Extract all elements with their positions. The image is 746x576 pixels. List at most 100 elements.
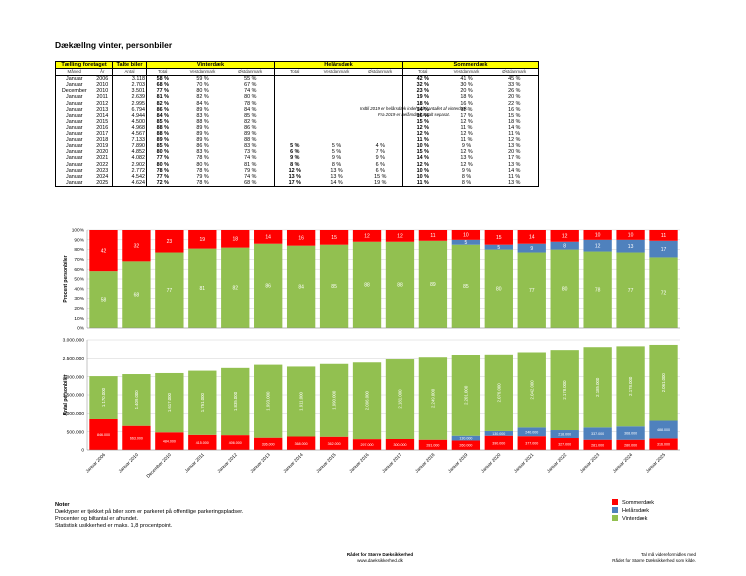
table-cell: 89 %	[196, 137, 209, 144]
bar-value-label: 11	[430, 233, 435, 239]
table-row: Januar 2012 2.995 82 % 84 % 78 % 18 % 16 % 22 %	[55, 100, 539, 107]
table-cell: 80 %	[146, 149, 179, 156]
table-cell: 68 %	[226, 179, 275, 187]
bar-value-label: 377.000	[525, 442, 538, 446]
bar-sommerdæk	[319, 436, 349, 450]
table-cell: 8 %	[331, 161, 342, 168]
table-cell: 26 %	[490, 88, 539, 95]
bar-sommerdæk	[254, 230, 283, 244]
bar-value-label: 2.076.000	[496, 383, 501, 403]
table-cell: 85 %	[146, 143, 179, 150]
bar-value-label: 415.000	[196, 441, 209, 445]
bar-value-label: 2.185.000	[595, 377, 600, 397]
table-cell: 13 %	[274, 173, 315, 180]
bar-value-label: 1.993.000	[266, 391, 271, 411]
table-cell: 89 %	[196, 131, 209, 138]
table-cell: 2.639	[112, 94, 147, 101]
table-cell: 5 %	[331, 143, 342, 150]
bar-vinterdæk	[319, 363, 349, 437]
y-tick-label: 90%	[74, 237, 84, 243]
bar-vinterdæk	[89, 271, 118, 328]
bar-value-label: 337.000	[591, 432, 604, 436]
table-cell: 6.794	[112, 106, 147, 113]
bar-vinterdæk	[517, 252, 546, 328]
table-cell: 14 %	[402, 106, 443, 113]
bar-sommerdæk	[649, 438, 678, 450]
bar-value-label: 2.249.000	[430, 388, 435, 408]
bar-helårsdæk	[517, 427, 546, 437]
footer-note: Tal må videreformidles med	[640, 552, 696, 557]
table-cell: 13 %	[330, 167, 343, 174]
table-cell: 2024	[96, 173, 109, 180]
table-cell: 88 %	[196, 118, 209, 125]
bar-value-label: 12	[595, 243, 601, 249]
table-group-header: Tælling foretaget Talte biler Vinterdæk …	[55, 60, 539, 70]
table-cell: 78 %	[196, 167, 209, 174]
table-cell: 18 %	[402, 100, 443, 107]
table-cell: 8 %	[461, 173, 472, 180]
table-cell: 11 %	[490, 131, 539, 138]
table-row: Januar 2013 6.794 86 % 89 % 84 % 14 % 11 % 16 %	[55, 106, 539, 113]
table-cell	[274, 94, 315, 101]
bar-vinterdæk	[286, 245, 316, 328]
x-tick-label: Januar 2023	[579, 452, 601, 474]
x-tick-label: Januar 2017	[381, 452, 403, 474]
bar-value-label: 84	[298, 285, 304, 291]
table-cell: 74 %	[244, 88, 257, 95]
table-cell: 18 %	[460, 94, 473, 101]
table-cell: 86 %	[196, 143, 209, 150]
x-tick-label: Januar 2022	[546, 452, 568, 474]
bar-vinterdæk	[451, 244, 481, 328]
bar-sommerdæk	[221, 230, 250, 248]
table-cell: 4.944	[112, 112, 147, 119]
table-cell: 2006	[92, 75, 113, 83]
bar-value-label: 11	[661, 233, 666, 239]
table-cell: 2017	[96, 131, 109, 138]
bar-vinterdæk	[155, 252, 184, 328]
table-cell: 6 %	[375, 167, 385, 174]
table-cell: 7 %	[375, 149, 385, 156]
y-tick-label: 100%	[72, 228, 85, 234]
y-axis-label: Antal personbiler	[63, 374, 69, 415]
table-cell: 89 %	[196, 124, 209, 131]
bar-value-label: 2.178.000	[562, 380, 567, 400]
table-cell: 84 %	[146, 112, 179, 119]
table-cell	[274, 106, 315, 113]
bar-value-label: 32	[134, 243, 140, 249]
bar-value-label: 80	[562, 287, 568, 293]
bar-value-label: 406.000	[229, 441, 242, 445]
y-tick-label: 70%	[74, 257, 84, 263]
y-tick-label: 60%	[74, 267, 84, 273]
bar-value-label: 280.000	[624, 443, 637, 447]
bar-value-label: 12	[562, 234, 568, 240]
table-cell: 42 %	[402, 75, 443, 83]
table-cell: Januar	[55, 94, 93, 101]
legend-label: Helårsdæk	[622, 508, 650, 514]
table-cell: 86 %	[146, 106, 179, 113]
table-cell: 3.118	[112, 75, 147, 83]
table-row: Januar 2018 7.133 89 % 89 % 88 % 11 % 11 % 12 %	[55, 137, 539, 144]
y-tick-label: 2.500.000	[63, 356, 85, 362]
bar-value-label: 88	[397, 283, 403, 289]
table-cell: Januar	[55, 155, 93, 162]
table-cell: 15 %	[402, 118, 443, 125]
table-cell	[274, 82, 315, 89]
table-cell: 4.542	[112, 173, 147, 180]
table-cell: 17 %	[274, 179, 315, 187]
sub-header: Antal	[112, 68, 147, 76]
table-cell: 84 %	[196, 100, 209, 107]
bar-value-label: 1.911.000	[299, 391, 304, 410]
bar-sommerdæk	[385, 439, 415, 450]
table-cell: 81 %	[244, 161, 257, 168]
table-cell: 58 %	[146, 75, 179, 83]
bar-value-label: 89	[430, 282, 436, 288]
table-cell: 2013	[96, 106, 109, 113]
note-line: Dæktyper er tjekket på biler som er park…	[55, 508, 244, 515]
table-cell: 55 %	[226, 75, 275, 83]
bar-sommerdæk	[418, 439, 448, 450]
sub-header: Østdanmark	[368, 69, 393, 75]
table-cell: Januar	[55, 137, 93, 144]
legend-label: Sommerdæk	[622, 500, 655, 506]
x-tick-label: December 2010	[145, 452, 172, 479]
bar-vinterdæk	[122, 374, 151, 426]
